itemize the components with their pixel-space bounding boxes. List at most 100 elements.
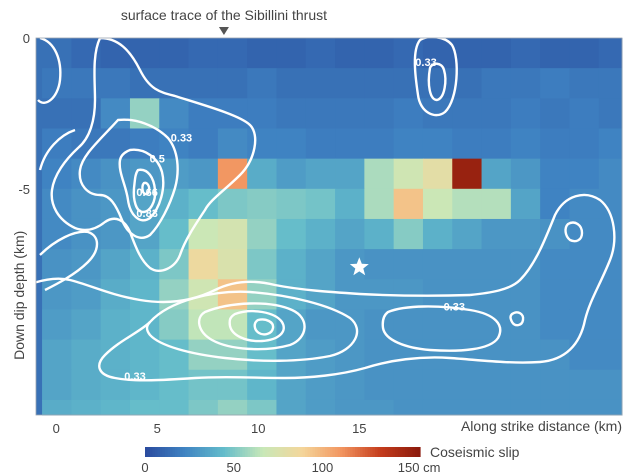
slip-cell — [364, 369, 395, 401]
colorbar-segment — [150, 447, 154, 457]
slip-cell — [71, 399, 102, 416]
slip-cell — [422, 128, 453, 160]
slip-cell — [159, 38, 190, 69]
contour-line — [132, 168, 157, 214]
slip-cell — [335, 128, 365, 160]
colorbar-segment — [302, 447, 306, 457]
x-tick-label: 0 — [53, 421, 60, 436]
slip-cell — [393, 218, 424, 250]
colorbar-segment — [195, 447, 199, 457]
slip-cell — [452, 98, 483, 129]
colorbar-segment — [305, 447, 309, 457]
slip-cell — [42, 68, 72, 99]
colorbar-tick-label: 100 — [312, 460, 334, 475]
slip-cell — [510, 339, 541, 371]
slip-cell — [364, 399, 395, 416]
slip-cell — [335, 369, 365, 401]
contour-line — [98, 193, 616, 382]
x-tick-label: 15 — [352, 421, 366, 436]
slip-cell — [217, 249, 248, 280]
contour-line — [78, 118, 179, 239]
y-tick-label: 0 — [23, 31, 30, 46]
colorbar-segment — [277, 447, 281, 457]
slip-heatmap — [36, 38, 623, 416]
contour-labels: 0.33 0.33 0.5 0.66 0.83 0.33 0.33 — [124, 57, 465, 383]
colorbar-segment — [310, 447, 314, 457]
slip-cell — [129, 128, 160, 160]
slip-cell — [569, 399, 600, 416]
plot-area-frame — [35, 37, 623, 416]
contour-line — [253, 318, 275, 336]
colorbar-segment — [415, 447, 419, 457]
slip-cell — [129, 279, 160, 310]
colorbar-segment — [370, 447, 374, 457]
slip-cell — [129, 38, 160, 69]
slip-cell — [364, 128, 395, 160]
slip-cell — [159, 369, 190, 401]
contour-line — [141, 181, 151, 196]
contour-label: 0.33 — [415, 57, 436, 69]
colorbar-segment — [207, 447, 211, 457]
colorbar-segment — [295, 447, 299, 457]
slip-cell — [540, 309, 570, 341]
colorbar-segment — [220, 447, 224, 457]
colorbar-tick-label: 150 cm — [398, 460, 441, 475]
slip-cell — [510, 98, 541, 129]
slip-cell — [598, 309, 623, 341]
slip-cell — [71, 188, 102, 220]
colorbar-segment — [197, 447, 201, 457]
slip-cell — [217, 128, 248, 160]
colorbar-segment — [392, 447, 396, 457]
colorbar-label: Coseismic slip — [430, 444, 520, 460]
slip-cell — [510, 68, 541, 99]
slip-cell — [393, 309, 424, 341]
colorbar-segment — [307, 447, 311, 457]
hypocenter-star-icon — [349, 257, 369, 276]
slip-cell — [569, 249, 600, 280]
colorbar-tick-label: 0 — [141, 460, 148, 475]
contour-line — [509, 311, 525, 327]
slip-cell — [217, 369, 248, 401]
slip-cell — [42, 309, 72, 341]
colorbar-segment — [337, 447, 341, 457]
slip-cell — [569, 369, 600, 401]
slip-cell — [393, 369, 424, 401]
slip-cell — [540, 369, 570, 401]
colorbar-segment — [182, 447, 186, 457]
slip-cell — [42, 249, 72, 280]
colorbar-segment — [172, 447, 176, 457]
slip-cell — [188, 158, 219, 190]
slip-cell — [276, 369, 307, 401]
colorbar-segment — [190, 447, 194, 457]
y-tick-label: -5 — [18, 182, 30, 197]
slip-cell — [364, 249, 395, 280]
colorbar-segment — [320, 447, 324, 457]
colorbar-segment — [187, 447, 191, 457]
colorbar-segment — [352, 447, 356, 457]
slip-cell — [100, 309, 131, 341]
slip-cell — [452, 158, 483, 190]
slip-cell — [100, 249, 131, 280]
slip-cell — [452, 188, 483, 220]
slip-cell — [481, 249, 512, 280]
x-tick-label: 5 — [154, 421, 161, 436]
slip-cell — [481, 339, 512, 371]
colorbar-segment — [340, 447, 344, 457]
slip-cell — [364, 158, 395, 190]
slip-cell — [481, 369, 512, 401]
slip-cell — [305, 98, 336, 129]
colorbar-segment — [175, 447, 179, 457]
slip-cell — [510, 158, 541, 190]
colorbar-segment — [367, 447, 371, 457]
contour-line — [37, 36, 62, 104]
slip-cell — [481, 158, 512, 190]
slip-cell — [305, 249, 336, 280]
contour-line — [197, 302, 306, 351]
slip-cell — [422, 98, 453, 129]
contour-line — [0, 277, 471, 304]
slip-cell — [393, 98, 424, 129]
slip-cell — [364, 309, 395, 341]
slip-cell — [598, 218, 623, 250]
slip-cell — [159, 68, 190, 99]
slip-cell — [100, 38, 131, 69]
